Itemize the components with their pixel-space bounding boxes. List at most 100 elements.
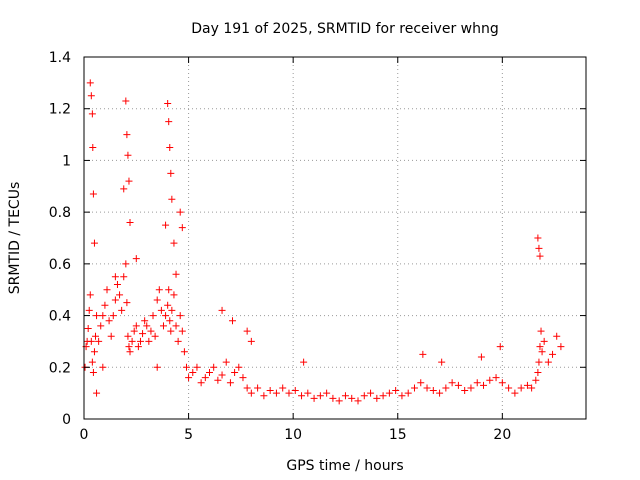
data-point xyxy=(429,387,437,395)
x-axis-title: GPS time / hours xyxy=(286,458,403,474)
data-point xyxy=(243,384,251,392)
data-point xyxy=(182,363,190,371)
data-point xyxy=(536,252,544,260)
data-point xyxy=(417,379,425,387)
x-tick-label: 5 xyxy=(184,427,193,443)
data-point xyxy=(107,332,115,340)
data-point xyxy=(139,330,147,338)
data-point xyxy=(537,327,545,335)
data-point xyxy=(97,322,105,330)
y-tick-label: 0.4 xyxy=(49,309,71,325)
data-point xyxy=(505,384,513,392)
data-point xyxy=(247,389,255,397)
data-point xyxy=(162,221,170,229)
data-point xyxy=(165,118,173,126)
data-point xyxy=(398,392,406,400)
data-point xyxy=(553,332,561,340)
data-point xyxy=(167,169,175,177)
data-point xyxy=(166,144,174,151)
data-point xyxy=(260,392,268,400)
axis-ticks xyxy=(83,56,586,420)
data-point xyxy=(360,392,368,400)
data-point xyxy=(272,389,280,397)
data-point xyxy=(166,317,174,325)
data-point xyxy=(285,389,293,397)
data-point xyxy=(93,389,101,397)
data-point xyxy=(89,190,97,198)
data-point xyxy=(136,337,144,345)
x-tick-labels: 0 5 10 15 20 xyxy=(80,427,512,443)
data-point xyxy=(229,317,237,325)
data-point xyxy=(95,337,103,345)
data-point xyxy=(243,327,251,335)
data-point xyxy=(153,296,161,304)
data-point xyxy=(379,392,387,400)
data-point xyxy=(538,348,546,356)
data-point xyxy=(193,363,201,371)
data-point xyxy=(89,144,97,151)
data-point xyxy=(116,291,124,299)
data-point xyxy=(323,389,331,397)
data-point xyxy=(536,343,544,351)
data-point xyxy=(448,379,456,387)
data-point xyxy=(101,301,109,309)
data-point xyxy=(105,317,113,325)
data-point xyxy=(532,376,540,384)
data-point xyxy=(534,234,542,242)
data-point xyxy=(124,332,132,340)
data-point xyxy=(118,306,126,314)
data-point xyxy=(168,195,176,203)
data-point xyxy=(373,394,381,402)
data-point xyxy=(125,177,133,185)
data-point xyxy=(540,337,548,345)
data-point xyxy=(279,384,287,392)
data-point xyxy=(404,389,412,397)
data-point xyxy=(206,368,213,376)
data-point xyxy=(126,348,134,356)
data-point xyxy=(85,306,93,314)
data-point xyxy=(557,343,565,351)
data-point xyxy=(178,224,186,232)
data-point xyxy=(291,387,299,395)
data-point xyxy=(167,327,175,335)
data-point xyxy=(92,332,100,340)
x-tick-label: 10 xyxy=(284,427,302,443)
data-point xyxy=(498,379,506,387)
data-point xyxy=(122,97,130,105)
grid-lines xyxy=(84,57,586,419)
data-point xyxy=(467,384,475,392)
data-point xyxy=(454,381,462,389)
data-point xyxy=(222,358,230,366)
data-point xyxy=(153,363,161,371)
data-point xyxy=(111,273,119,281)
data-point xyxy=(392,387,400,395)
data-point xyxy=(132,322,140,330)
chart-title: Day 191 of 2025, SRMTID for receiver whn… xyxy=(191,21,499,37)
data-point xyxy=(178,327,186,335)
data-point xyxy=(226,379,234,387)
data-point xyxy=(145,337,153,345)
data-point xyxy=(120,185,128,193)
data-point xyxy=(157,306,165,314)
data-point xyxy=(239,374,247,382)
data-point xyxy=(442,384,450,392)
data-point xyxy=(103,286,111,294)
data-point xyxy=(123,131,131,139)
data-point xyxy=(99,312,107,320)
data-point xyxy=(385,389,393,397)
data-point xyxy=(367,389,375,397)
data-point xyxy=(419,350,427,358)
data-point xyxy=(172,270,180,278)
data-point xyxy=(120,273,128,281)
data-point xyxy=(174,337,182,345)
y-axis-title: SRMTID / TECUs xyxy=(7,182,23,295)
data-point xyxy=(122,260,130,268)
data-point xyxy=(511,389,519,397)
data-point xyxy=(218,371,226,379)
data-point xyxy=(544,358,552,366)
data-point xyxy=(89,368,97,376)
data-point xyxy=(477,353,485,361)
x-tick-label: 0 xyxy=(80,427,89,443)
